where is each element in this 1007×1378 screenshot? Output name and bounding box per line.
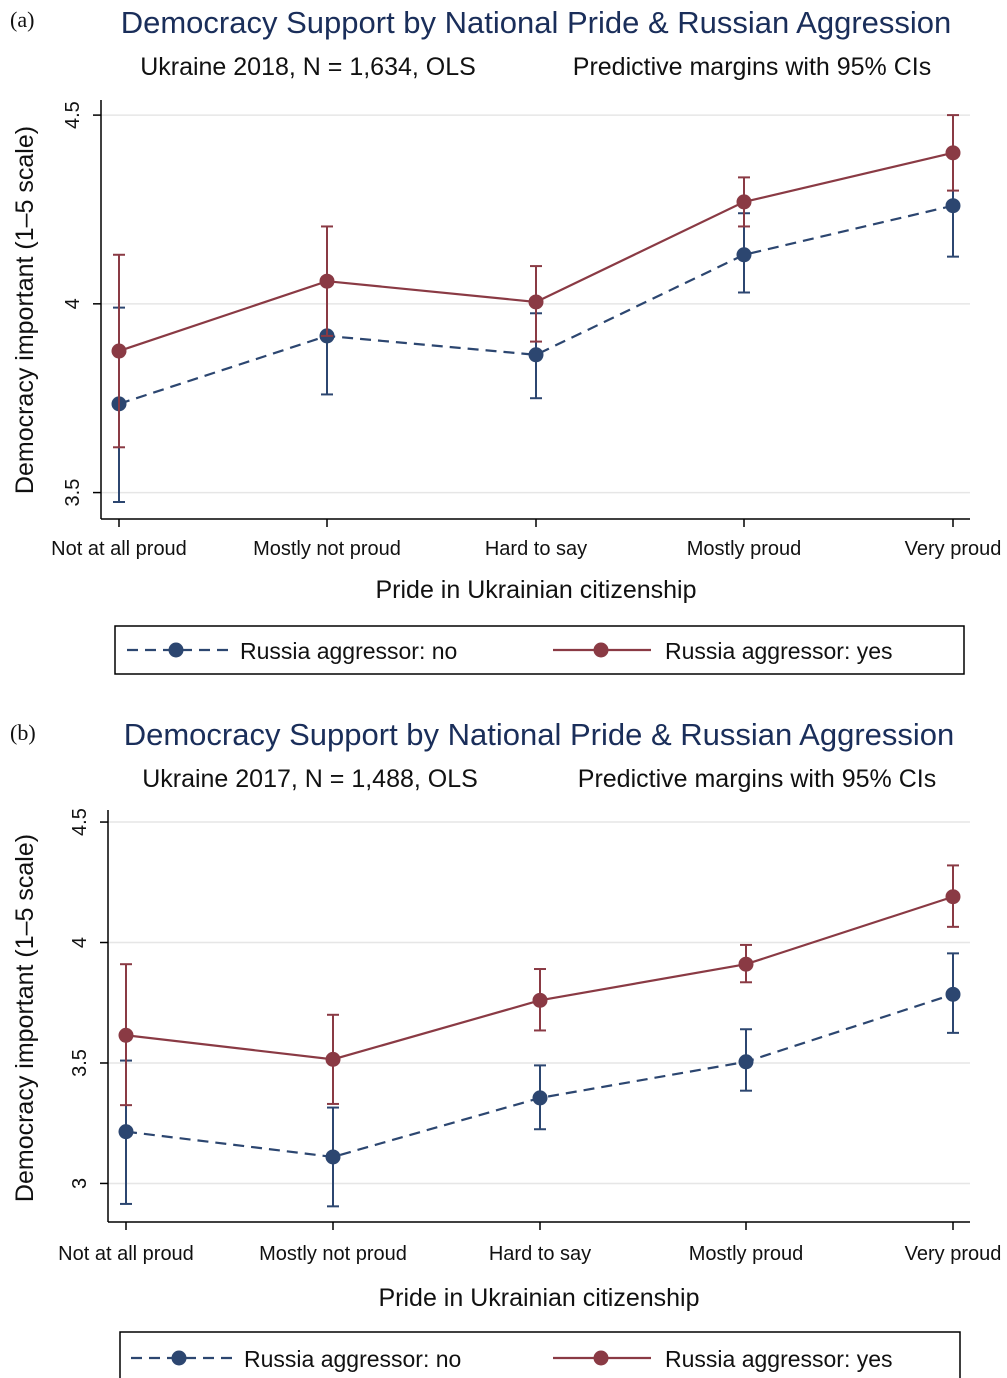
series-line <box>118 204 954 405</box>
data-point <box>945 145 961 161</box>
gridlines-b <box>108 821 970 1185</box>
data-point <box>528 294 544 310</box>
legend-label-no-b: Russia aggressor: no <box>244 1346 461 1372</box>
legend-b: Russia aggressor: no Russia aggressor: y… <box>119 1331 961 1378</box>
x-tick-label: Mostly proud <box>689 1243 804 1265</box>
data-point <box>532 1090 548 1106</box>
chart-subtitle-left-b: Ukraine 2017, N = 1,488, OLS <box>142 765 478 793</box>
data-point <box>532 992 548 1008</box>
x-axis-title-a: Pride in Ukrainian citizenship <box>376 576 697 604</box>
data-point <box>945 198 961 214</box>
data-point <box>325 1149 341 1165</box>
chart-panel-b: (b) Democracy Support by National Pride … <box>10 717 1001 1378</box>
x-tick-label: Mostly proud <box>687 538 802 560</box>
y-tick-label: 3 <box>69 1178 91 1189</box>
data-point <box>325 1051 341 1067</box>
y-axis-title-b: Democracy important (1–5 scale) <box>11 834 39 1202</box>
legend-swatch-marker-no-a <box>168 642 184 658</box>
y-axis-title-a: Democracy important (1–5 scale) <box>11 126 39 494</box>
legend-label-yes-b: Russia aggressor: yes <box>665 1346 893 1372</box>
x-axis-title-b: Pride in Ukrainian citizenship <box>379 1284 700 1312</box>
data-point <box>118 1124 134 1140</box>
legend-a: Russia aggressor: no Russia aggressor: y… <box>114 625 965 675</box>
chart-panel-a: (a) Democracy Support by National Pride … <box>10 5 1001 675</box>
x-tick-label: Very proud <box>905 1243 1002 1265</box>
data-point <box>738 956 754 972</box>
x-ticks-b: Not at all proud Mostly not proud Hard to … <box>58 1222 1001 1265</box>
legend-swatch-marker-yes-b <box>593 1350 609 1366</box>
series-layer-a <box>111 114 961 504</box>
y-tick-label: 4.5 <box>62 101 84 129</box>
chart-title-a: Democracy Support by National Pride & Ru… <box>121 5 952 40</box>
data-point <box>945 986 961 1002</box>
x-tick-label: Hard to say <box>485 538 587 560</box>
y-tick-label: 4.5 <box>69 808 91 836</box>
legend-label-yes-a: Russia aggressor: yes <box>665 638 893 664</box>
legend-box-a <box>114 625 965 675</box>
series-layer-b <box>118 864 961 1208</box>
series-no-b <box>118 952 961 1208</box>
y-ticks-a: 3.5 4 4.5 <box>62 101 101 506</box>
x-tick-label: Very proud <box>905 538 1002 560</box>
data-point <box>736 247 752 263</box>
data-point <box>736 194 752 210</box>
x-tick-label: Not at all proud <box>58 1243 194 1265</box>
data-point <box>945 889 961 905</box>
legend-swatch-marker-no-b <box>171 1350 187 1366</box>
x-tick-label: Hard to say <box>489 1243 591 1265</box>
series-yes-b <box>118 864 961 1107</box>
panel-label-b: (b) <box>10 720 36 745</box>
data-point <box>738 1054 754 1070</box>
series-yes-a <box>111 114 961 449</box>
x-tick-label: Mostly not proud <box>259 1243 407 1265</box>
data-point <box>528 347 544 363</box>
y-tick-label: 4 <box>62 298 84 309</box>
chart-subtitle-left-a: Ukraine 2018, N = 1,634, OLS <box>140 53 476 81</box>
y-tick-label: 4 <box>69 937 91 948</box>
x-tick-label: Mostly not proud <box>253 538 401 560</box>
data-point <box>319 273 335 289</box>
x-ticks-a: Not at all proud Mostly not proud Hard to … <box>51 519 1001 560</box>
data-point <box>118 1027 134 1043</box>
y-tick-label: 3.5 <box>62 479 84 507</box>
chart-subtitle-right-b: Predictive margins with 95% CIs <box>578 765 936 793</box>
legend-label-no-a: Russia aggressor: no <box>240 638 457 664</box>
legend-swatch-marker-yes-a <box>593 642 609 658</box>
panel-label-a: (a) <box>10 7 34 32</box>
y-tick-label: 3.5 <box>69 1049 91 1077</box>
legend-box-b <box>119 1331 961 1378</box>
y-ticks-b: 3 3.5 4 4.5 <box>69 808 108 1189</box>
chart-title-b: Democracy Support by National Pride & Ru… <box>124 717 955 752</box>
chart-subtitle-right-a: Predictive margins with 95% CIs <box>573 53 931 81</box>
x-tick-label: Not at all proud <box>51 538 187 560</box>
data-point <box>111 343 127 359</box>
